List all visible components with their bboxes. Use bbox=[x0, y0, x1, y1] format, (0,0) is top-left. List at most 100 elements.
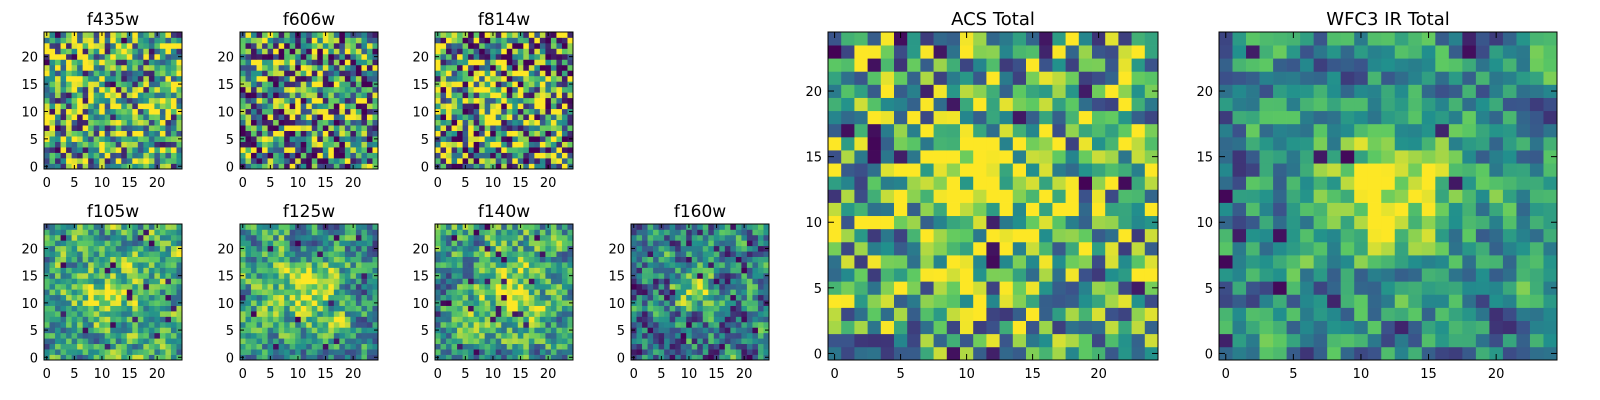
heatmap-cell bbox=[99, 158, 106, 164]
heatmap-cell bbox=[104, 300, 111, 306]
heatmap-cell bbox=[328, 37, 335, 44]
heatmap-cell bbox=[752, 251, 759, 257]
x-tick-label: 15 bbox=[512, 176, 529, 191]
heatmap-cell bbox=[267, 92, 274, 99]
heatmap-cell bbox=[99, 327, 106, 334]
heatmap-cell bbox=[322, 278, 329, 285]
panel-title: f814w bbox=[478, 10, 530, 30]
heatmap-cell bbox=[132, 272, 139, 279]
heatmap-cell bbox=[44, 332, 50, 339]
heatmap-cell bbox=[1092, 202, 1106, 217]
heatmap-cell bbox=[159, 136, 166, 142]
heatmap-cell bbox=[664, 262, 670, 268]
heatmap-cell bbox=[713, 305, 720, 312]
heatmap-cell bbox=[148, 97, 155, 104]
heatmap-cell bbox=[104, 136, 111, 142]
heatmap-cell bbox=[350, 267, 357, 274]
heatmap-cell bbox=[933, 202, 948, 217]
heatmap-cell bbox=[143, 81, 150, 88]
heatmap-cell bbox=[295, 158, 302, 164]
heatmap-cell bbox=[82, 125, 89, 131]
heatmap-cell bbox=[462, 53, 469, 60]
heatmap-cell bbox=[841, 281, 855, 295]
heatmap-cell bbox=[631, 234, 637, 241]
heatmap-cell bbox=[66, 108, 72, 115]
heatmap-cell bbox=[311, 283, 318, 290]
heatmap-cell bbox=[333, 97, 340, 104]
heatmap-cell bbox=[148, 163, 155, 170]
heatmap-cell bbox=[631, 321, 637, 328]
heatmap-cell bbox=[176, 240, 183, 247]
heatmap-cell bbox=[446, 97, 452, 104]
heatmap-cell bbox=[435, 114, 441, 121]
heatmap-cell bbox=[702, 251, 709, 257]
heatmap-cell bbox=[556, 267, 563, 274]
heatmap-cell bbox=[262, 272, 268, 279]
heatmap-cell bbox=[539, 332, 546, 339]
heatmap-cell bbox=[176, 70, 183, 77]
heatmap-cell bbox=[126, 234, 133, 241]
heatmap-cell bbox=[757, 267, 764, 274]
heatmap-cell bbox=[60, 343, 67, 350]
heatmap-cell bbox=[66, 114, 72, 121]
heatmap-cell bbox=[60, 251, 67, 257]
heatmap-cell bbox=[741, 311, 748, 317]
heatmap-cell bbox=[115, 37, 122, 44]
heatmap-cell bbox=[49, 114, 56, 121]
heatmap-cell bbox=[534, 92, 541, 99]
heatmap-cell bbox=[647, 278, 654, 285]
heatmap-cell bbox=[49, 311, 56, 317]
heatmap-cell bbox=[539, 262, 546, 268]
heatmap-cell bbox=[539, 75, 546, 82]
heatmap-cell bbox=[545, 234, 552, 241]
heatmap-cell bbox=[165, 59, 172, 66]
heatmap-cell bbox=[289, 125, 296, 131]
heatmap-cell bbox=[446, 321, 452, 328]
heatmap-cell bbox=[457, 119, 463, 126]
heatmap-cell bbox=[495, 262, 502, 268]
heatmap-cell bbox=[251, 327, 257, 334]
heatmap-cell bbox=[653, 256, 659, 263]
heatmap-cell bbox=[333, 316, 340, 323]
heatmap-cell bbox=[680, 305, 687, 312]
heatmap-cell bbox=[1026, 176, 1040, 190]
heatmap-cell bbox=[561, 229, 568, 236]
heatmap-cell bbox=[322, 289, 329, 296]
x-tick-label: 15 bbox=[317, 176, 334, 191]
heatmap-cell bbox=[730, 251, 737, 257]
heatmap-cell bbox=[88, 311, 95, 317]
heatmap-cell bbox=[71, 283, 78, 290]
heatmap-cell bbox=[1026, 307, 1040, 321]
heatmap-cell bbox=[495, 256, 502, 263]
heatmap-cell bbox=[115, 103, 122, 110]
heatmap-cell bbox=[159, 125, 166, 131]
heatmap-cell bbox=[501, 256, 508, 263]
heatmap-cell bbox=[82, 97, 89, 104]
heatmap-cell bbox=[355, 97, 362, 104]
heatmap-cell bbox=[669, 338, 676, 345]
heatmap-cell bbox=[686, 338, 693, 345]
heatmap-cell bbox=[854, 241, 868, 256]
heatmap-cell bbox=[339, 251, 346, 257]
heatmap-cell bbox=[333, 272, 340, 279]
heatmap-cell bbox=[55, 48, 61, 55]
heatmap-cell bbox=[664, 283, 670, 290]
heatmap-cell bbox=[143, 272, 150, 279]
heatmap-cell bbox=[539, 136, 546, 142]
heatmap-cell bbox=[121, 338, 128, 345]
heatmap-cell bbox=[317, 158, 324, 164]
heatmap-cell bbox=[333, 130, 340, 137]
x-tick-label: 0 bbox=[630, 367, 638, 382]
heatmap-cell bbox=[561, 278, 568, 285]
heatmap-cell bbox=[457, 64, 463, 71]
heatmap-cell bbox=[708, 349, 715, 355]
y-tick-label: 15 bbox=[21, 78, 38, 93]
heatmap-cell bbox=[539, 152, 546, 159]
heatmap-cell bbox=[317, 272, 324, 279]
heatmap-cell bbox=[440, 240, 447, 247]
heatmap-cell bbox=[104, 37, 111, 44]
heatmap-cell bbox=[137, 289, 144, 296]
heatmap-cell bbox=[267, 59, 274, 66]
heatmap-cell bbox=[170, 300, 177, 306]
heatmap-cell bbox=[176, 42, 183, 49]
